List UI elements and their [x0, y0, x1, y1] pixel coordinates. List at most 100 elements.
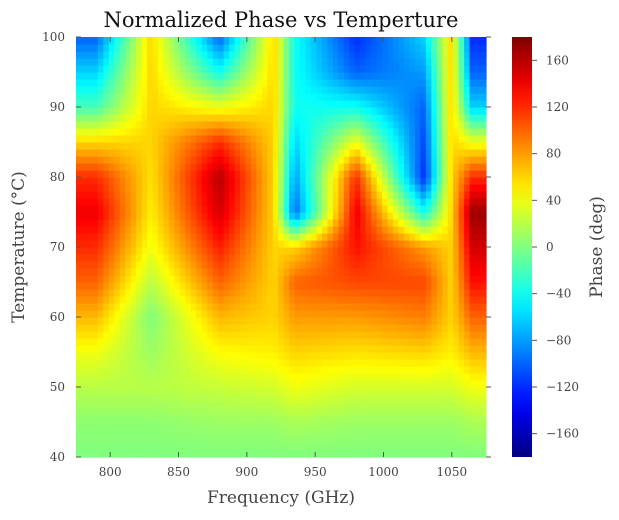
heatmap-cell [387, 163, 394, 171]
heatmap-cell [250, 359, 257, 367]
heatmap-cell [125, 380, 132, 388]
heatmap-cell [103, 212, 110, 220]
heatmap-cell [201, 261, 208, 269]
heatmap-cell [141, 401, 148, 409]
heatmap-cell [212, 366, 219, 374]
heatmap-cell [179, 303, 186, 311]
heatmap-cell [343, 114, 350, 122]
heatmap-cell [475, 212, 482, 220]
heatmap-cell [86, 191, 93, 199]
heatmap-cell [393, 156, 400, 164]
heatmap-cell [376, 373, 383, 381]
heatmap-cell [300, 289, 307, 297]
heatmap-cell [190, 184, 197, 192]
heatmap-cell [431, 93, 438, 101]
heatmap-cell [464, 86, 471, 94]
heatmap-cell [114, 51, 121, 59]
heatmap-cell [387, 149, 394, 157]
heatmap-cell [130, 352, 137, 360]
heatmap-cell [168, 436, 175, 444]
heatmap-cell [365, 352, 372, 360]
heatmap-cell [207, 296, 214, 304]
heatmap-cell [272, 345, 279, 353]
heatmap-cell [327, 79, 334, 87]
heatmap-cell [464, 345, 471, 353]
heatmap-cell [272, 86, 279, 94]
heatmap-cell [322, 415, 329, 423]
heatmap-cell [475, 65, 482, 73]
heatmap-cell [168, 289, 175, 297]
heatmap-cell [480, 170, 487, 178]
heatmap-cell [431, 408, 438, 416]
heatmap-cell [289, 429, 296, 437]
heatmap-cell [393, 219, 400, 227]
heatmap-cell [179, 156, 186, 164]
heatmap-cell [305, 450, 312, 458]
heatmap-cell [289, 422, 296, 430]
heatmap-cell [294, 387, 301, 395]
heatmap-cell [196, 65, 203, 73]
heatmap-cell [343, 156, 350, 164]
heatmap-cell [447, 142, 454, 150]
heatmap-cell [212, 268, 219, 276]
heatmap-cell [469, 338, 476, 346]
heatmap-cell [338, 240, 345, 248]
heatmap-cell [343, 72, 350, 80]
heatmap-cell [141, 177, 148, 185]
heatmap-cell [190, 366, 197, 374]
heatmap-cell [316, 338, 323, 346]
heatmap-cell [76, 184, 83, 192]
heatmap-cell [283, 184, 290, 192]
heatmap-cell [130, 86, 137, 94]
heatmap-cell [218, 177, 225, 185]
heatmap-cell [365, 387, 372, 395]
heatmap-cell [261, 422, 268, 430]
heatmap-cell [125, 240, 132, 248]
heatmap-cell [382, 338, 389, 346]
heatmap-cell [360, 156, 367, 164]
heatmap-cell [420, 44, 427, 52]
heatmap-cell [343, 100, 350, 108]
heatmap-cell [234, 107, 241, 115]
heatmap-cell [393, 233, 400, 241]
heatmap-cell [272, 37, 279, 45]
heatmap-cell [174, 289, 181, 297]
heatmap-cell [223, 51, 230, 59]
heatmap-cell [190, 380, 197, 388]
heatmap-cell [147, 275, 154, 283]
heatmap-cell [97, 282, 104, 290]
heatmap-cell [365, 128, 372, 136]
heatmap-cell [338, 373, 345, 381]
heatmap-cell [300, 177, 307, 185]
x-tick-label: 950 [304, 465, 327, 479]
heatmap-cell [250, 219, 257, 227]
heatmap-cell [272, 79, 279, 87]
heatmap-cell [250, 310, 257, 318]
heatmap-cell [425, 394, 432, 402]
heatmap-cell [305, 58, 312, 66]
heatmap-cell [261, 261, 268, 269]
heatmap-cell [158, 289, 165, 297]
heatmap-cell [453, 359, 460, 367]
heatmap-cell [311, 37, 318, 45]
heatmap-cell [442, 128, 449, 136]
heatmap-cell [103, 331, 110, 339]
heatmap-cell [163, 408, 170, 416]
heatmap-cell [267, 443, 274, 451]
heatmap-cell [469, 86, 476, 94]
heatmap-cell [469, 184, 476, 192]
heatmap-cell [398, 198, 405, 206]
heatmap-cell [103, 233, 110, 241]
heatmap-cell [207, 184, 214, 192]
heatmap-cell [409, 198, 416, 206]
heatmap-cell [436, 401, 443, 409]
heatmap-cell [185, 170, 192, 178]
heatmap-cell [387, 443, 394, 451]
heatmap-cell [76, 373, 83, 381]
heatmap-cell [92, 268, 99, 276]
heatmap-cell [130, 142, 137, 150]
heatmap-cell [136, 352, 143, 360]
heatmap-cell [393, 51, 400, 59]
heatmap-cell [398, 93, 405, 101]
heatmap-cell [382, 149, 389, 157]
